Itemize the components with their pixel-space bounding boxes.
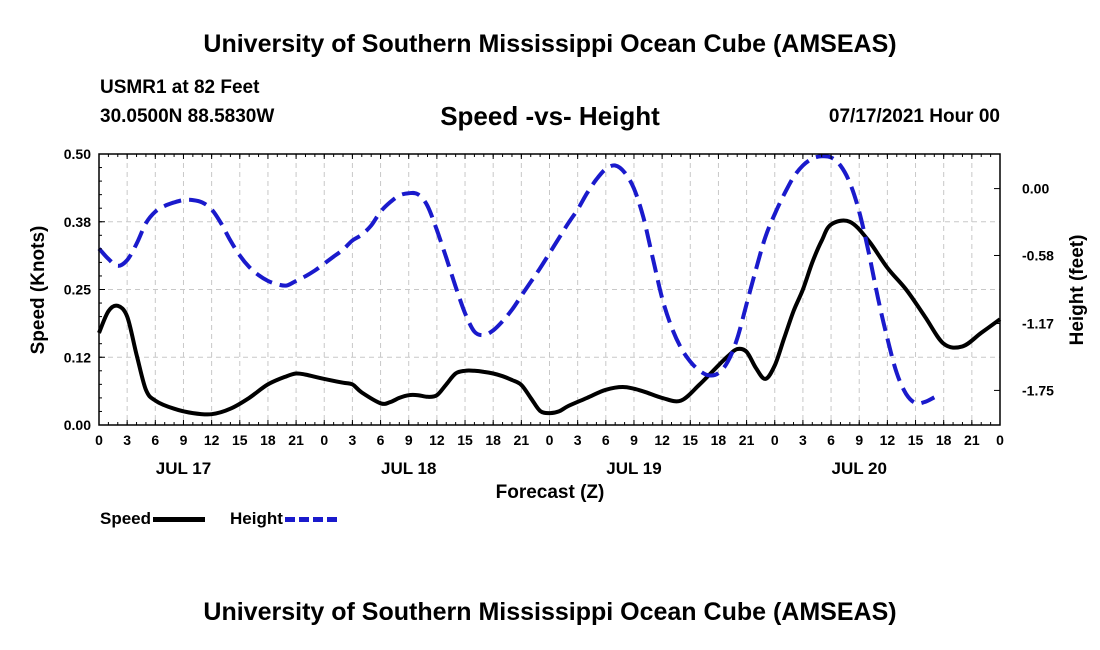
x-tick-label: 12	[880, 432, 896, 448]
x-tick-label: 12	[654, 432, 670, 448]
main-title-bottom: University of Southern Mississippi Ocean…	[203, 598, 897, 626]
series-layer	[97, 154, 1002, 417]
day-label: JUL 19	[606, 459, 661, 478]
y-tick-label-left: 0.50	[64, 146, 91, 162]
y-tick-label-left: 0.12	[64, 349, 91, 365]
x-tick-label: 0	[996, 432, 1004, 448]
x-tick-label: 3	[123, 432, 131, 448]
x-tick-label: 6	[151, 432, 159, 448]
day-label: JUL 20	[831, 459, 886, 478]
grid-layer	[99, 154, 1000, 425]
y-tick-label-left: 0.00	[64, 417, 91, 433]
x-tick-label: 3	[349, 432, 357, 448]
x-tick-label: 12	[429, 432, 445, 448]
x-tick-label: 15	[457, 432, 473, 448]
main-title-top: University of Southern Mississippi Ocean…	[203, 30, 897, 58]
y-tick-label-left: 0.38	[64, 214, 91, 230]
y-axis-label-right: Height (feet)	[1067, 235, 1088, 346]
x-tick-label: 18	[936, 432, 952, 448]
x-tick-label: 12	[204, 432, 220, 448]
series-line-height	[97, 154, 936, 406]
x-tick-label: 15	[908, 432, 924, 448]
axis-layer: 0 3 6 9 12 15 18 21 0 3 6 9 12 15 18 21 0 3 6 9 12 15 18 21 0 3 6 9…	[64, 146, 1054, 478]
x-tick-label: 9	[630, 432, 638, 448]
legend-speed-swatch	[153, 517, 206, 523]
x-tick-label: 0	[320, 432, 328, 448]
x-tick-label: 6	[377, 432, 385, 448]
y-tick-label-right: -1.75	[1022, 382, 1054, 398]
y-tick-label-right: -1.17	[1022, 316, 1054, 332]
x-tick-label: 0	[95, 432, 103, 448]
x-tick-label: 21	[514, 432, 530, 448]
legend-height-swatch	[284, 517, 337, 523]
x-tick-label: 3	[799, 432, 807, 448]
forecast-date-label: 07/17/2021 Hour 00	[828, 106, 1000, 127]
x-tick-label: 9	[180, 432, 188, 448]
y-tick-label-right: 0.00	[1022, 181, 1049, 197]
x-tick-label: 6	[602, 432, 610, 448]
x-tick-label: 6	[827, 432, 835, 448]
day-label: JUL 18	[381, 459, 436, 478]
y-tick-label-left: 0.25	[64, 282, 91, 298]
x-tick-label: 18	[485, 432, 501, 448]
legend-speed-label: Speed	[100, 509, 152, 528]
day-label: JUL 17	[156, 459, 211, 478]
legend-item-speed: Speed	[100, 509, 206, 529]
x-tick-label: 9	[855, 432, 863, 448]
x-tick-label: 0	[546, 432, 554, 448]
x-tick-label: 21	[739, 432, 755, 448]
series-line-speed	[97, 218, 1002, 417]
x-tick-label: 9	[405, 432, 413, 448]
y-axis-label-left: Speed (Knots)	[28, 226, 49, 355]
chart-title: Speed -vs- Height	[440, 101, 660, 131]
coordinates-label: 30.0500N 88.5830W	[100, 106, 275, 127]
x-tick-label: 15	[232, 432, 248, 448]
legend-item-height: Height	[230, 509, 337, 529]
x-tick-label: 21	[964, 432, 980, 448]
x-tick-label: 15	[682, 432, 698, 448]
x-tick-label: 0	[771, 432, 779, 448]
x-tick-label: 18	[711, 432, 727, 448]
x-axis-label: Forecast (Z)	[495, 482, 605, 503]
legend-height-label: Height	[230, 509, 283, 528]
x-tick-label: 3	[574, 432, 582, 448]
x-tick-label: 18	[260, 432, 276, 448]
station-label: USMR1 at 82 Feet	[100, 77, 260, 98]
y-tick-label-right: -0.58	[1022, 247, 1054, 263]
x-tick-label: 21	[288, 432, 304, 448]
